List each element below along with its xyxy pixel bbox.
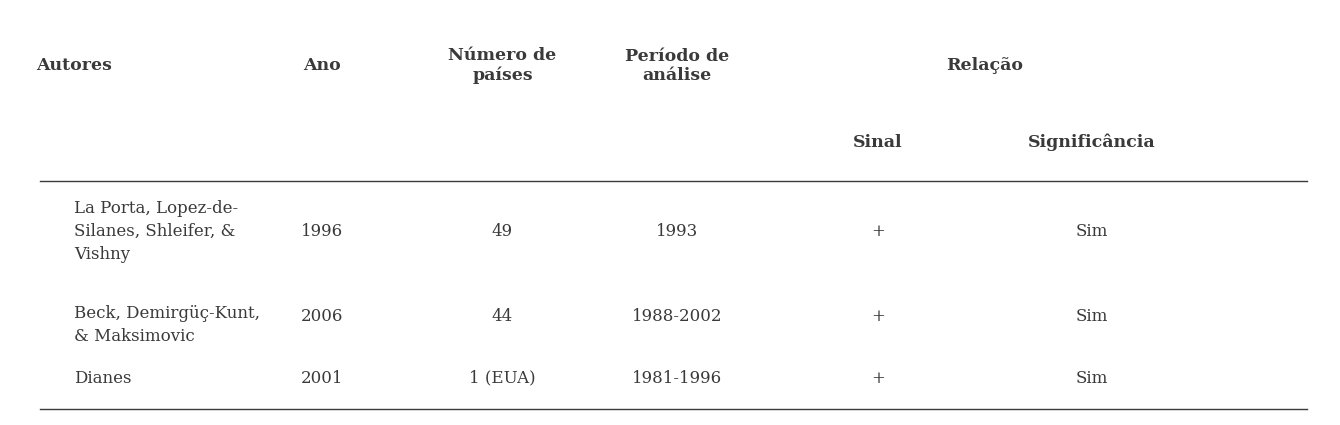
Text: Número de
países: Número de países bbox=[449, 47, 556, 85]
Text: Período de
análise: Período de análise bbox=[624, 48, 729, 84]
Text: Significância: Significância bbox=[1028, 133, 1156, 151]
Text: 1981-1996: 1981-1996 bbox=[631, 370, 722, 387]
Text: +: + bbox=[871, 308, 884, 325]
Text: 1996: 1996 bbox=[300, 223, 343, 240]
Text: 2001: 2001 bbox=[300, 370, 343, 387]
Text: 1988-2002: 1988-2002 bbox=[631, 308, 722, 325]
Text: Beck, Demirgüç-Kunt,
& Maksimovic: Beck, Demirgüç-Kunt, & Maksimovic bbox=[74, 305, 260, 345]
Text: 49: 49 bbox=[492, 223, 513, 240]
Text: Sim: Sim bbox=[1076, 370, 1108, 387]
Text: La Porta, Lopez-de-
Silanes, Shleifer, &
Vishny: La Porta, Lopez-de- Silanes, Shleifer, &… bbox=[74, 200, 237, 263]
Text: 44: 44 bbox=[492, 308, 513, 325]
Text: +: + bbox=[871, 223, 884, 240]
Text: Ano: Ano bbox=[303, 57, 340, 74]
Text: Autores: Autores bbox=[36, 57, 111, 74]
Text: +: + bbox=[871, 370, 884, 387]
Text: 2006: 2006 bbox=[300, 308, 343, 325]
Text: Relação: Relação bbox=[946, 57, 1024, 74]
Text: Dianes: Dianes bbox=[74, 370, 131, 387]
Text: Sim: Sim bbox=[1076, 223, 1108, 240]
Text: 1 (EUA): 1 (EUA) bbox=[469, 370, 536, 387]
Text: Sim: Sim bbox=[1076, 308, 1108, 325]
Text: Sinal: Sinal bbox=[852, 134, 903, 151]
Text: 1993: 1993 bbox=[655, 223, 698, 240]
